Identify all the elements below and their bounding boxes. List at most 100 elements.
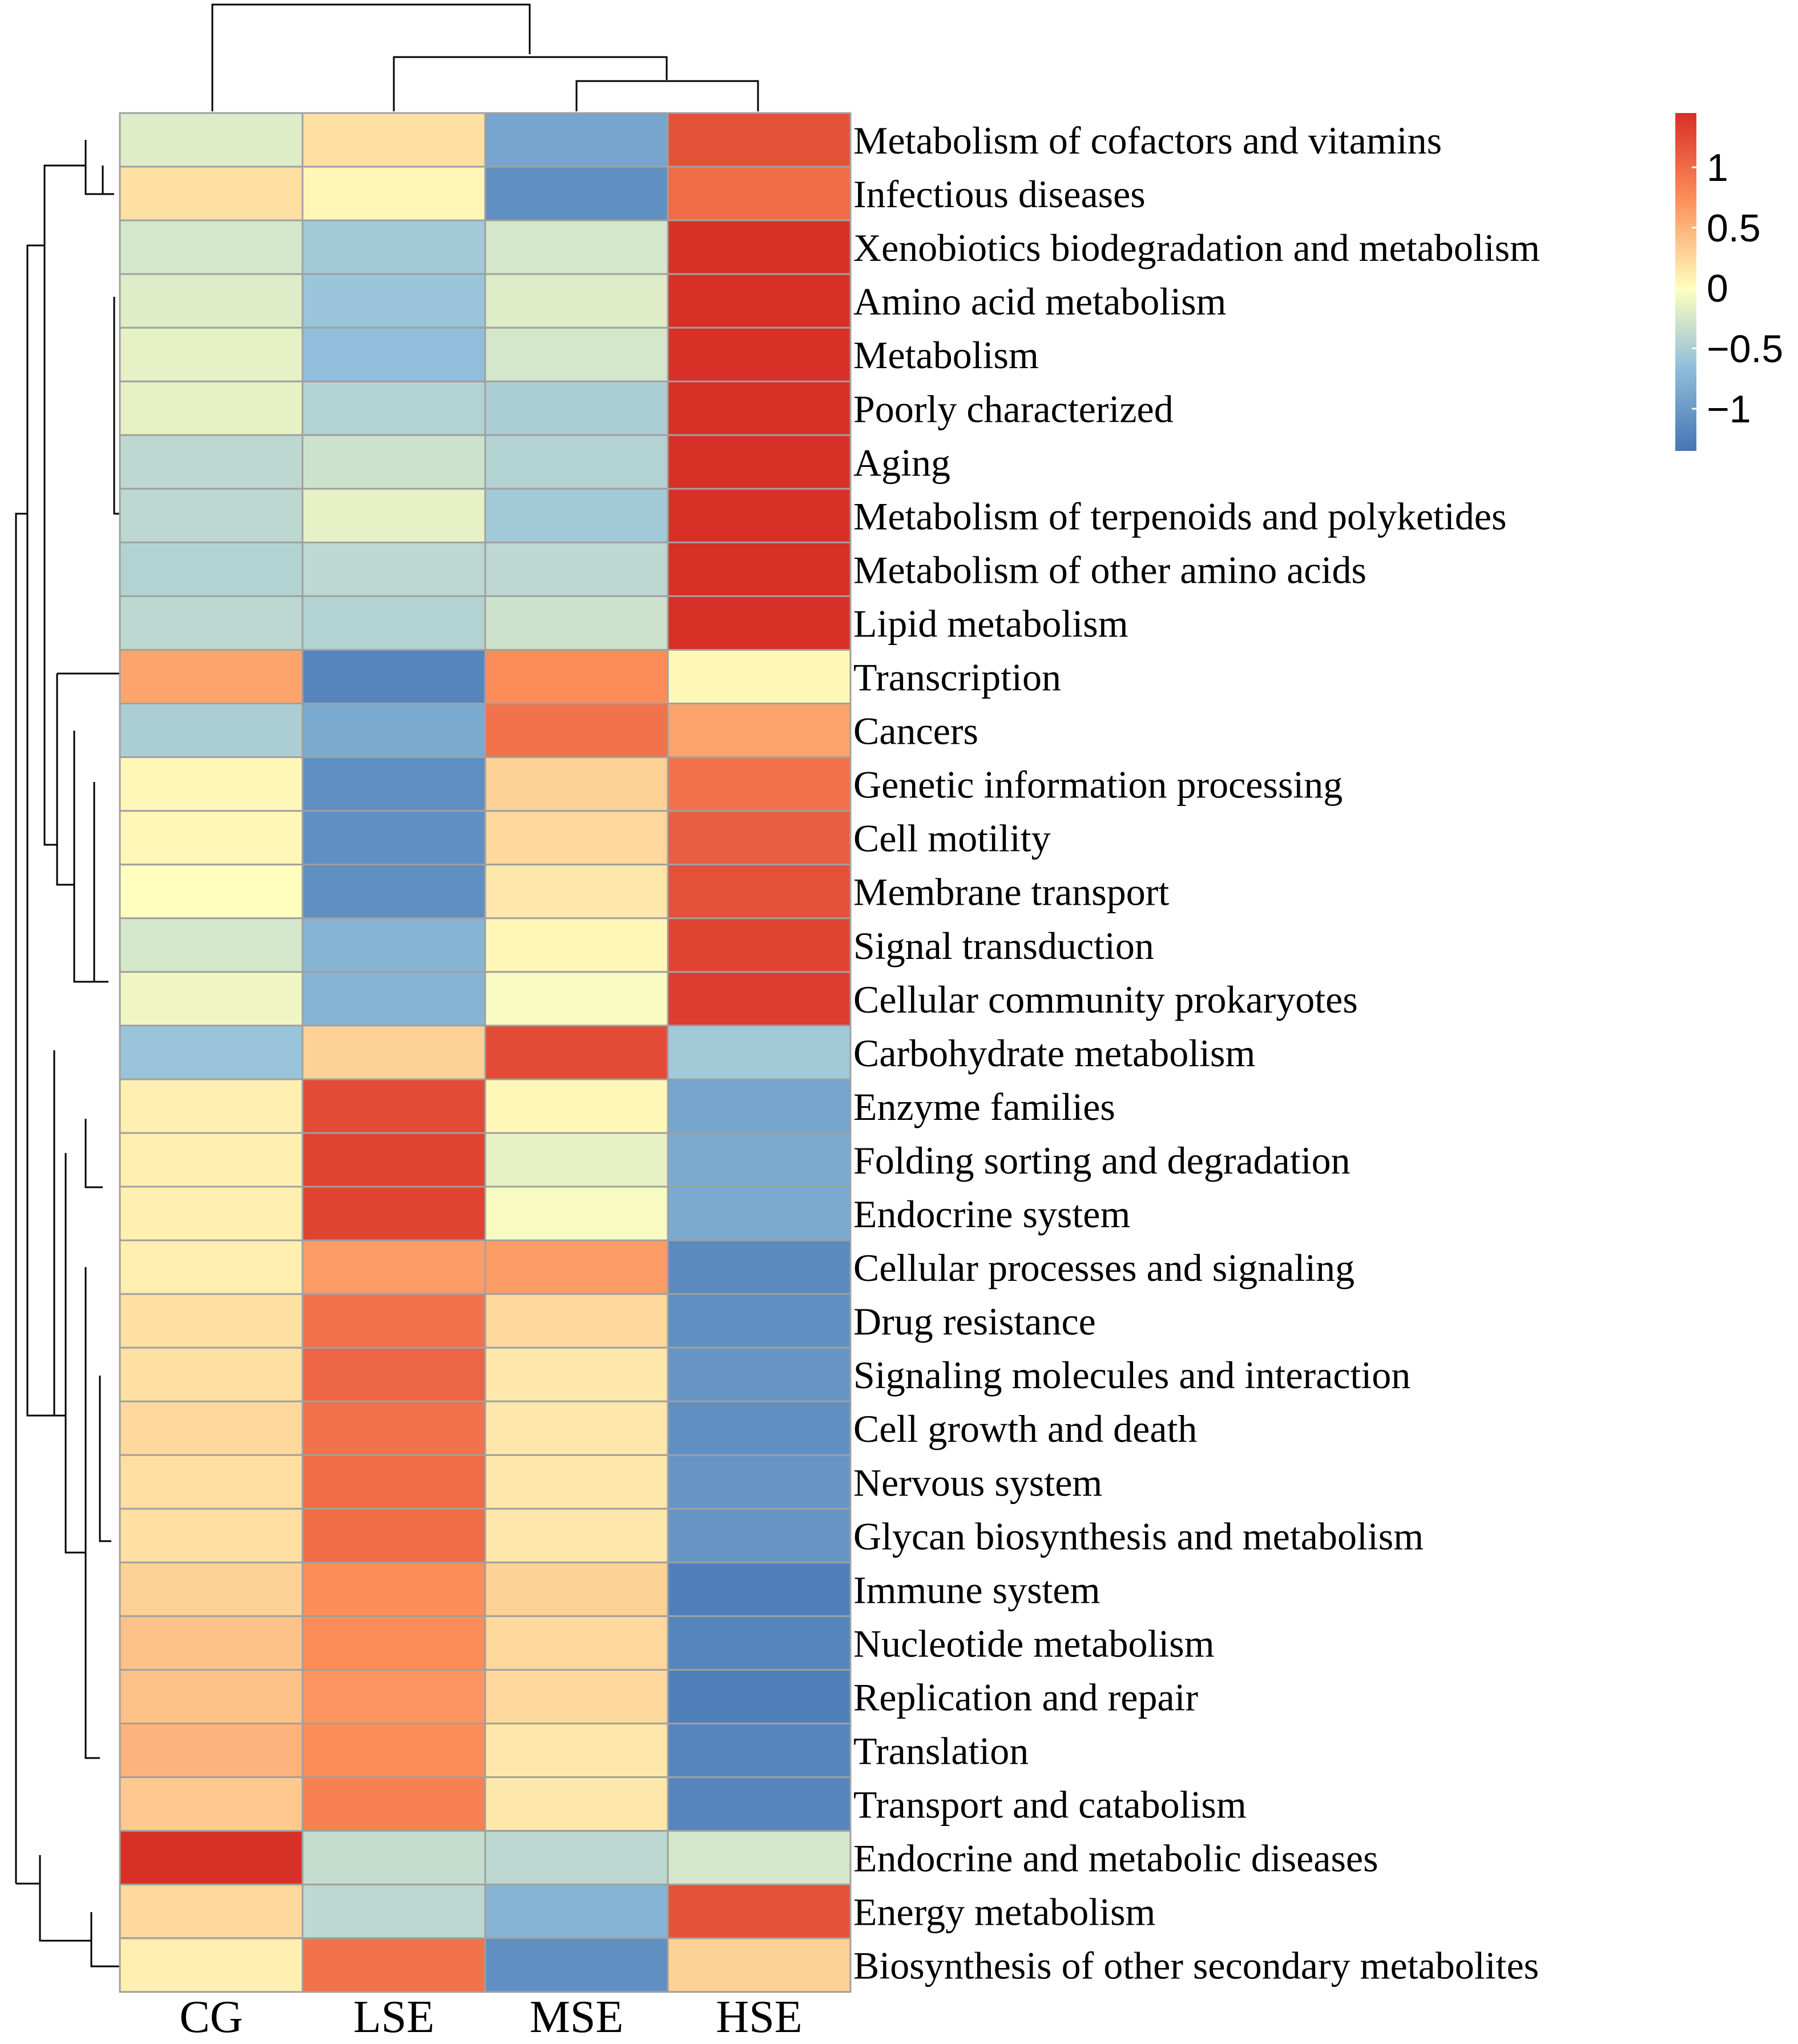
- column-dendrogram: [211, 3, 759, 111]
- heatmap-cell: [119, 380, 304, 436]
- row-label: Cellular processes and signaling: [853, 1246, 1354, 1289]
- heatmap-cell: [667, 1132, 852, 1188]
- heatmap-cell: [301, 1723, 486, 1779]
- heatmap-cell: [301, 541, 486, 597]
- heatmap-cell: [301, 649, 486, 705]
- heatmap-cell: [119, 649, 304, 705]
- heatmap-cell: [301, 112, 486, 168]
- heatmap-cell: [119, 1239, 304, 1295]
- heatmap-cell: [484, 971, 669, 1027]
- row-dendro-upper-b: [43, 245, 57, 846]
- heatmap-cell: [119, 1507, 304, 1563]
- row-label: Translation: [853, 1729, 1029, 1773]
- heatmap-cell: [484, 1776, 669, 1832]
- heatmap-cell: [667, 1507, 852, 1563]
- legend-color-bar: [1675, 113, 1696, 451]
- row-label: Aging: [853, 441, 950, 484]
- heatmap-cell: [301, 434, 486, 490]
- row-label: Metabolism of terpenoids and polyketides: [853, 494, 1506, 538]
- row-label: Enzyme families: [853, 1085, 1115, 1128]
- row-label: Signaling molecules and interaction: [853, 1353, 1410, 1397]
- heatmap-cell: [301, 810, 486, 866]
- heatmap-cell: [301, 1615, 486, 1671]
- heatmap-cell: [667, 273, 852, 329]
- heatmap-cell: [301, 864, 486, 920]
- heatmap-cell: [667, 219, 852, 275]
- heatmap-cell: [484, 1454, 669, 1510]
- row-label: Metabolism of cofactors and vitamins: [853, 119, 1442, 162]
- heatmap-cell: [667, 1723, 852, 1779]
- heatmap-cell: [301, 273, 486, 329]
- row-dendro-upper-b2: [56, 674, 74, 886]
- heatmap-cell: [667, 541, 852, 597]
- heatmap-cell: [301, 1132, 486, 1188]
- row-label: Drug resistance: [853, 1300, 1096, 1343]
- column-label: HSE: [716, 1992, 802, 2042]
- heatmap-cell: [119, 917, 304, 973]
- heatmap-cell: [301, 1884, 486, 1940]
- legend-ticks: 1 0.5 0 −0.5 −1: [1692, 146, 1783, 431]
- heatmap-cell: [484, 595, 669, 651]
- heatmap-cell: [119, 1186, 304, 1241]
- heatmap-cell: [667, 1293, 852, 1349]
- heatmap-cell: [301, 756, 486, 812]
- legend-tick-label: 1: [1707, 146, 1728, 190]
- column-label: MSE: [530, 1992, 624, 2042]
- heatmap-cell: [667, 1239, 852, 1295]
- heatmap-cell: [484, 1723, 669, 1779]
- heatmap-cell: [484, 703, 669, 759]
- heatmap-cell: [301, 1561, 486, 1617]
- heatmap-cell: [667, 917, 852, 973]
- row-dendro-upper: [26, 244, 45, 514]
- heatmap-cell: [484, 1507, 669, 1563]
- color-legend: 1 0.5 0 −0.5 −1: [1675, 113, 1783, 451]
- heatmap-cell: [119, 1132, 304, 1188]
- legend-tick-label: 0.5: [1707, 207, 1761, 250]
- heatmap-cell: [484, 487, 669, 543]
- column-label: LSE: [353, 1992, 434, 2042]
- col-dendro-link-right: [393, 56, 668, 111]
- row-label: Transcription: [853, 656, 1061, 699]
- heatmap-cell: [484, 1937, 669, 1993]
- heatmap-cell: [119, 756, 304, 812]
- heatmap-cell: [667, 810, 852, 866]
- heatmap-cell: [667, 703, 852, 759]
- heatmap-cell: [301, 917, 486, 973]
- heatmap-cell: [301, 1400, 486, 1456]
- heatmap-cell: [301, 1293, 486, 1349]
- heatmap-cell: [119, 1454, 304, 1510]
- heatmap-cell: [119, 273, 304, 329]
- heatmap-cell: [119, 219, 304, 275]
- heatmap-cell: [484, 1293, 669, 1349]
- heatmap-cell: [484, 1078, 669, 1134]
- heatmap-cell: [667, 487, 852, 543]
- heatmap-cell: [484, 112, 669, 168]
- row-label: Membrane transport: [853, 870, 1169, 914]
- heatmap-cell: [484, 1025, 669, 1081]
- heatmap-cell: [667, 112, 852, 168]
- heatmap-cell: [667, 1615, 852, 1671]
- heatmap-cell: [301, 1830, 486, 1886]
- heatmap-cell: [119, 1400, 304, 1456]
- heatmap-cell: [484, 1186, 669, 1241]
- row-dendro-lower-a3: [84, 1267, 100, 1759]
- heatmap-cell: [119, 1668, 304, 1724]
- heatmap-cell: [667, 166, 852, 221]
- row-label: Metabolism: [853, 333, 1039, 377]
- heatmap-cell: [301, 1507, 486, 1563]
- heatmap-cell: [301, 1078, 486, 1134]
- heatmap-cell: [301, 487, 486, 543]
- row-label: Lipid metabolism: [853, 602, 1128, 645]
- heatmap-cell: [484, 380, 669, 436]
- heatmap-cell: [667, 1025, 852, 1081]
- row-label: Replication and repair: [853, 1675, 1199, 1719]
- row-label: Signal transduction: [853, 924, 1154, 967]
- heatmap-cell: [484, 864, 669, 920]
- heatmap-cell: [119, 1776, 304, 1832]
- heatmap-cell: [667, 649, 852, 705]
- heatmap-cell: [667, 756, 852, 812]
- heatmap-cell: [301, 1346, 486, 1402]
- heatmap-cell: [119, 864, 304, 920]
- row-dendro-upper-b4: [93, 782, 108, 983]
